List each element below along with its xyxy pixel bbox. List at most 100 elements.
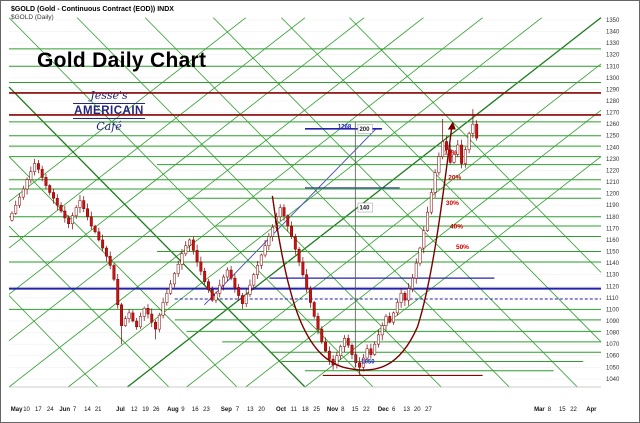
x-axis-label: 6: [392, 407, 396, 413]
x-axis-label: 27: [425, 407, 432, 413]
y-axis-label: 1180: [606, 215, 620, 221]
candlestick: [52, 192, 55, 199]
y-axis-label: 1210: [606, 180, 620, 186]
y-axis-label: 1100: [606, 307, 620, 313]
x-axis-label: 8: [341, 407, 345, 413]
candlestick: [278, 207, 282, 218]
y-axis-label: 1280: [606, 99, 620, 105]
candlestick: [316, 316, 320, 330]
logo-script-bottom: Café: [96, 120, 122, 133]
measure-label: 1268: [338, 125, 352, 131]
x-axis-label: 21: [95, 407, 102, 413]
candlestick: [290, 225, 293, 237]
candlestick: [165, 292, 169, 303]
symbol-subtitle: $GOLD (Daily): [11, 14, 54, 22]
candlestick: [437, 156, 441, 174]
candlestick: [463, 149, 467, 164]
trend-line: [144, 17, 510, 388]
candlestick: [48, 185, 52, 193]
candlestick: [286, 215, 290, 227]
x-axis-label: Jun: [59, 407, 70, 413]
y-axis-label: 1230: [606, 157, 620, 163]
candlestick: [411, 277, 414, 289]
candlestick: [222, 276, 225, 286]
candlestick: [101, 239, 105, 249]
candlestick: [191, 239, 195, 251]
candlestick: [380, 325, 384, 336]
candlestick: [18, 196, 21, 206]
y-axis-label: 1350: [606, 18, 620, 24]
trend-line: [8, 17, 365, 295]
candlestick: [244, 294, 248, 304]
candlestick: [21, 188, 25, 198]
y-axis-label: 1120: [606, 284, 620, 290]
x-axis-label: Dec: [378, 407, 390, 413]
candlestick: [146, 308, 150, 315]
logo: Jesse's AMERICAIN Café: [65, 89, 153, 133]
candlestick: [456, 144, 460, 155]
candlestick: [150, 313, 154, 323]
x-axis-label: Oct: [276, 407, 286, 413]
candlestick: [373, 343, 377, 355]
y-axis-label: 1330: [606, 41, 620, 47]
candlestick: [70, 215, 74, 224]
y-axis-label: 1270: [606, 111, 620, 117]
candlestick: [452, 154, 456, 163]
y-axis-label: 1250: [606, 134, 620, 140]
candlestick: [63, 210, 67, 219]
measure-label: 140: [359, 206, 370, 212]
candlestick: [460, 144, 464, 164]
candlestick: [448, 149, 452, 163]
ticker-header: $GOLD (Gold - Continuous Contract (EOD))…: [11, 6, 174, 22]
trend-line: [8, 17, 247, 203]
candlestick: [67, 217, 71, 224]
candlestick: [267, 236, 271, 246]
x-axis-label: Apr: [586, 407, 597, 413]
y-axis-label: 1240: [606, 145, 620, 151]
x-axis-label: Mar: [534, 407, 545, 413]
y-axis-label: 1130: [606, 273, 620, 279]
candlestick: [188, 239, 191, 246]
candlestick: [33, 163, 37, 172]
candlestick: [418, 247, 422, 264]
x-axis-label: 22: [363, 407, 370, 413]
retracement-label: 50%: [456, 244, 469, 251]
candlestick: [324, 341, 328, 352]
candlestick: [214, 292, 218, 301]
measure-label: 200: [359, 127, 370, 133]
measure-label-box: [357, 124, 373, 134]
y-axis-label: 1340: [606, 30, 620, 36]
candlestick: [429, 192, 433, 213]
candlestick: [131, 312, 135, 322]
candlestick: [259, 254, 263, 266]
candlestick: [475, 123, 479, 139]
candlestick: [172, 273, 176, 285]
y-axis-label: 1320: [606, 53, 620, 59]
candlestick: [407, 288, 411, 301]
candlestick: [180, 253, 184, 265]
y-axis-label: 1310: [606, 64, 620, 70]
candlestick: [399, 292, 403, 303]
x-axis-label: 26: [153, 407, 160, 413]
candlestick: [138, 316, 142, 328]
candlestick: [471, 123, 475, 134]
candlestick: [354, 354, 358, 363]
trend-line: [8, 86, 306, 388]
candlestick: [301, 261, 305, 275]
candlestick: [312, 302, 316, 317]
candlestick: [59, 204, 63, 212]
x-axis-label: 23: [203, 407, 210, 413]
candlestick: [252, 274, 256, 286]
measure-label-box: [357, 202, 373, 213]
retracement-label: 20%: [448, 175, 461, 182]
candlestick: [161, 302, 165, 316]
candlestick: [308, 288, 312, 303]
candlestick: [237, 287, 241, 296]
candlestick: [10, 213, 14, 221]
trend-line: [8, 17, 306, 249]
candlestick: [44, 177, 48, 186]
candlestick: [271, 226, 275, 237]
trend-line: [127, 17, 602, 388]
candlestick: [240, 295, 244, 304]
retracement-label: 10%: [444, 149, 457, 156]
